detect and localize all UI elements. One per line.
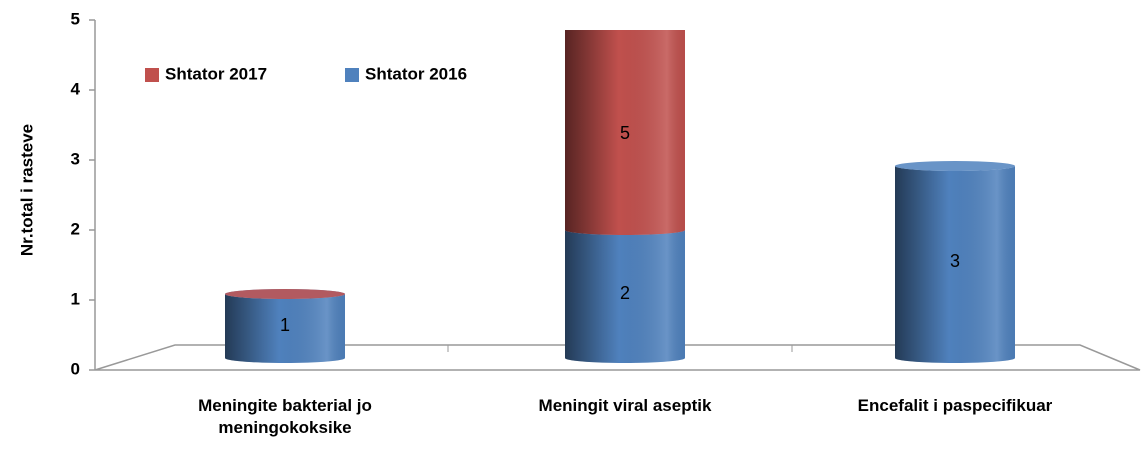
legend-label: Shtator 2017: [165, 64, 267, 83]
legend-swatch: [145, 68, 159, 82]
floor: [94, 344, 1141, 371]
y-tick-label: 4: [71, 79, 81, 98]
data-label: 3: [950, 251, 960, 271]
legend-label: Shtator 2016: [365, 64, 467, 83]
data-label: 5: [620, 123, 630, 143]
x-tick-label: Meningite bakterial jo meningokoksike: [198, 396, 372, 437]
y-tick-label: 2: [71, 219, 80, 238]
y-tick-label: 0: [71, 359, 80, 378]
data-label: 1: [280, 315, 290, 335]
bar-shade: [895, 166, 1015, 363]
plot-area: 1 2 5 3: [225, 30, 1015, 363]
y-tick-label: 3: [71, 149, 80, 168]
bar-shade: [225, 294, 345, 363]
bar-shade: [565, 230, 685, 363]
legend-swatch: [345, 68, 359, 82]
y-tick-label: 1: [71, 289, 80, 308]
data-label: 2: [620, 283, 630, 303]
x-tick-label: Encefalit i paspecifikuar: [857, 396, 1053, 415]
bar-top: [225, 289, 345, 299]
y-axis-label: Nr.total i rasteve: [17, 124, 36, 256]
bar-shade: [565, 30, 685, 235]
x-tick-label: Meningit viral aseptik: [538, 396, 712, 415]
bar-top: [895, 161, 1015, 171]
y-tick-label: 5: [71, 9, 80, 28]
